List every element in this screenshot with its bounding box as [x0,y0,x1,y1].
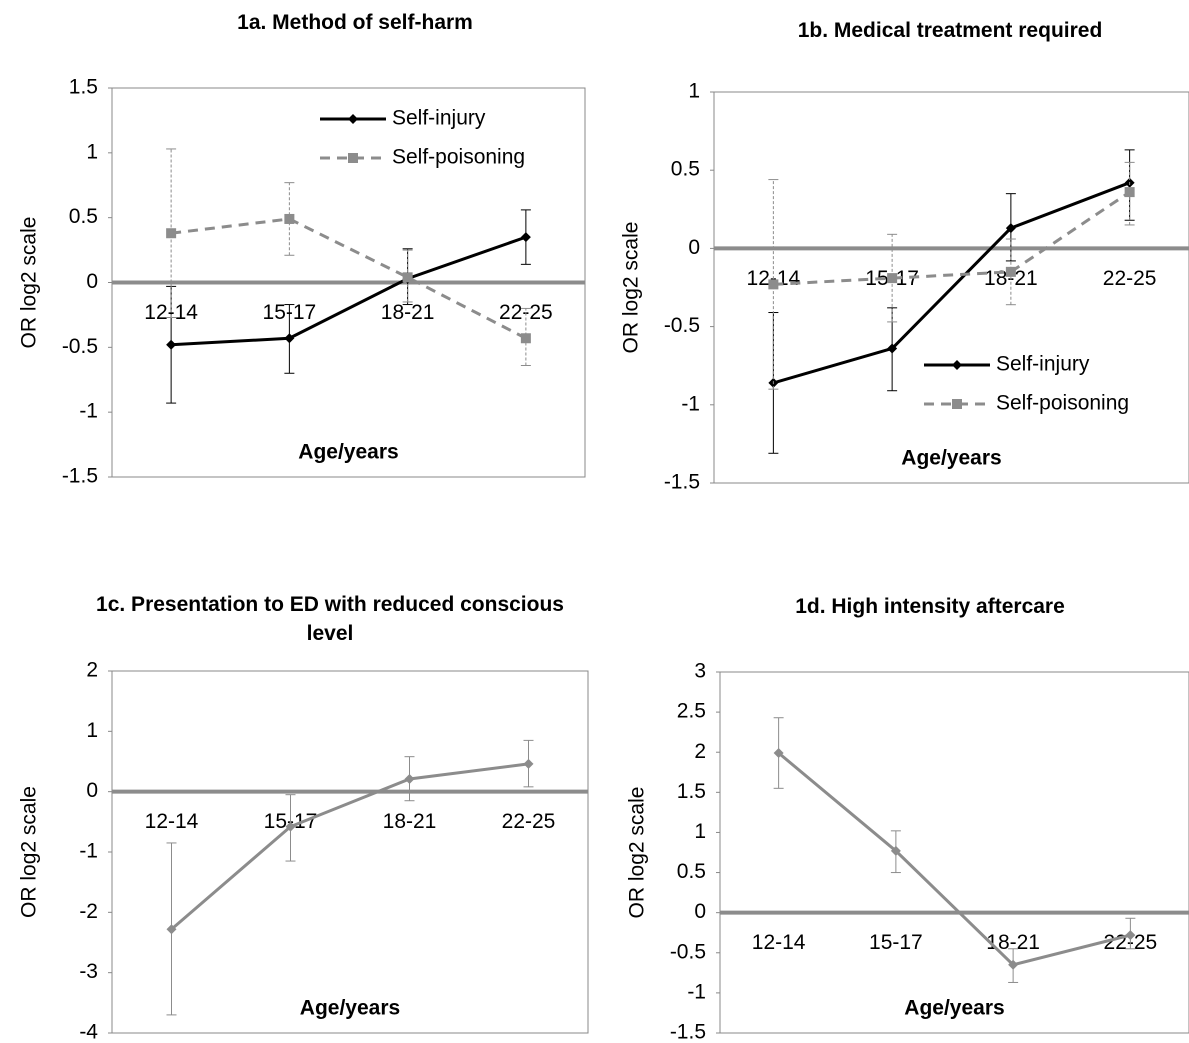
y-tick-label: 1 [694,820,706,843]
y-tick-label: -1 [687,980,706,1003]
plot-area [713,91,1189,484]
y-tick-label: -1 [79,400,98,423]
y-tick-label: -4 [79,1021,98,1043]
point [523,758,534,769]
x-axis-title: Age/years [298,441,398,464]
y-tick-label: -1 [79,840,98,863]
chart-title: 1b. Medical treatment required [797,19,1103,42]
error-bar [166,148,177,319]
y-tick-label: 0 [688,236,700,259]
point [1125,930,1136,941]
legend-label: Self-injury [996,353,1090,376]
y-tick-label: -0.5 [62,335,98,358]
y-tick-label: -1 [681,392,700,415]
point [285,821,296,832]
y-axis-title: OR log2 scale [18,217,41,349]
point [404,773,415,784]
point [887,273,898,284]
point [284,333,295,344]
x-tick-label: 18-21 [381,301,435,324]
chart-title: 1d. High intensity aftercare [795,595,1065,618]
y-tick-label: -1.5 [670,1021,706,1043]
legend-label: Self-poisoning [392,146,525,169]
x-tick-label: 12-14 [752,931,806,954]
x-tick-label: 18-21 [383,810,437,833]
y-tick-label: 3 [694,660,706,683]
point [890,845,901,856]
y-tick-label: -2 [79,900,98,923]
point [1005,266,1016,277]
x-tick-label: 18-21 [986,931,1040,954]
x-tick-label: 22-25 [502,810,556,833]
y-tick-label: -1.5 [664,471,700,494]
series-line [170,217,527,340]
legend-label: Self-poisoning [996,392,1129,415]
series-line [772,181,1131,385]
y-tick-label: 0 [86,270,98,293]
point [166,228,177,239]
chart-title: 1c. Presentation to ED with reduced cons… [96,593,564,645]
point [284,213,295,224]
point [166,339,177,350]
y-tick-label: 2 [694,740,706,763]
plot-area [111,670,589,1034]
y-tick-label: 0.5 [677,860,706,883]
legend-label: Self-injury [392,107,486,130]
y-axis-title: OR log2 scale [620,222,643,354]
y-tick-label: -1.5 [62,465,98,488]
x-axis-title: Age/years [904,997,1004,1020]
legend-marker [952,399,962,409]
chart-title: 1a. Method of self-harm [237,11,473,34]
x-axis-title: Age/years [300,997,400,1020]
x-tick-label: 22-25 [1103,267,1157,290]
point [773,748,784,759]
series-line [170,762,529,931]
y-tick-label: -3 [79,960,98,983]
point [1124,187,1135,198]
series-line [773,190,1131,286]
error-bar [520,307,531,366]
y-tick-label: 0 [86,779,98,802]
legend-marker [348,114,358,124]
y-tick-label: 0.5 [69,205,98,228]
series-line [171,235,527,347]
legend-marker [952,360,962,370]
y-tick-label: 2 [86,659,98,682]
y-tick-label: -0.5 [670,940,706,963]
y-tick-label: 1.5 [69,76,98,99]
y-tick-label: 0 [694,900,706,923]
point [768,279,779,290]
y-tick-label: 1 [688,80,700,103]
legend-marker [348,153,358,163]
y-tick-label: -0.5 [664,314,700,337]
point [166,924,177,935]
point [520,333,531,344]
y-axis-title: OR log2 scale [18,786,41,918]
y-tick-label: 1 [86,140,98,163]
point [887,343,898,354]
x-axis-title: Age/years [901,447,1001,470]
y-tick-label: 1.5 [677,780,706,803]
y-tick-label: 2.5 [677,700,706,723]
y-tick-label: 0.5 [671,158,700,181]
error-bar [887,233,898,323]
y-tick-label: 1 [86,719,98,742]
error-bar [768,179,779,390]
plot-area [719,671,1189,1034]
point [402,272,413,283]
point [1008,959,1019,970]
point [520,232,531,243]
x-tick-label: 12-14 [145,810,199,833]
y-axis-title: OR log2 scale [626,787,649,919]
series-line [777,751,1131,967]
x-tick-label: 15-17 [869,931,923,954]
point [1005,223,1016,234]
